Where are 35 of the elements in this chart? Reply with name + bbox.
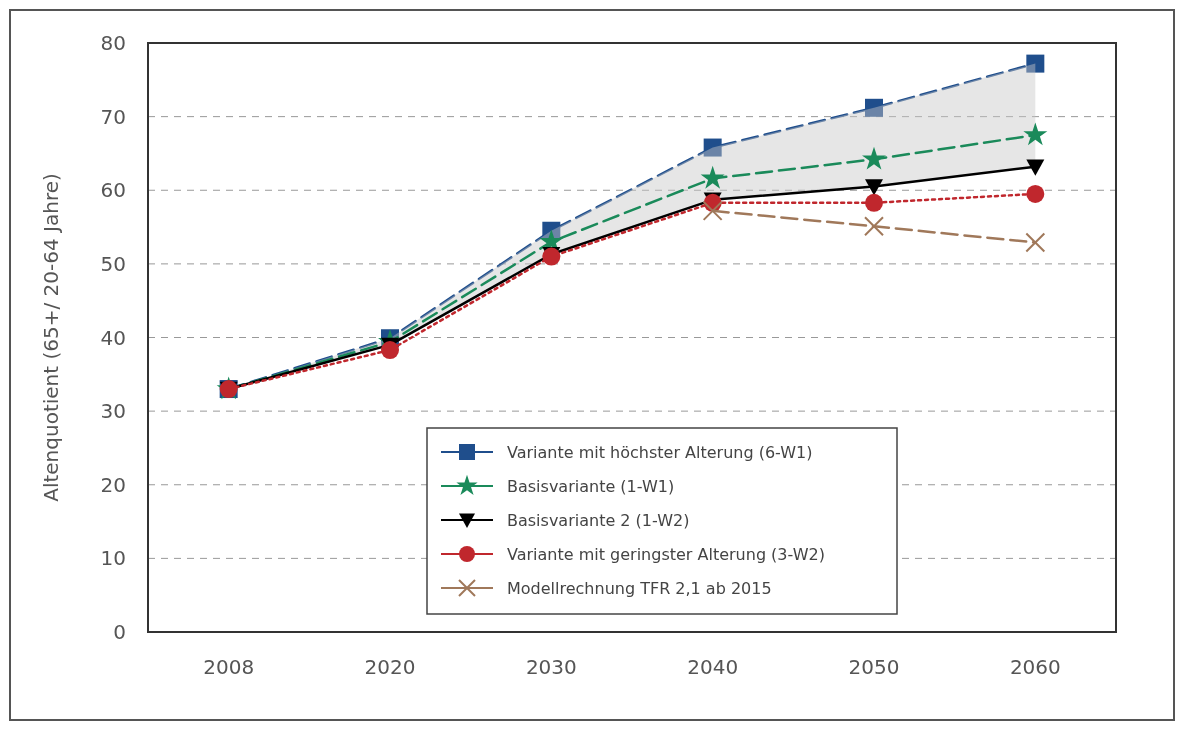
point [381, 341, 399, 359]
point [1026, 54, 1045, 73]
legend-label: Modellrechnung TFR 2,1 ab 2015 [507, 578, 772, 598]
y-axis-title: Altenquotient (65+/ 20-64 Jahre) [39, 173, 63, 502]
y-tick-label: 10 [100, 546, 126, 571]
point [864, 216, 884, 237]
point [703, 138, 722, 157]
legend-label: Variante mit höchster Alterung (6-W1) [507, 442, 813, 462]
point [862, 146, 886, 170]
y-tick-label: 80 [100, 31, 126, 55]
x-tick-label: 2030 [525, 655, 577, 679]
point [865, 179, 883, 196]
point [700, 165, 725, 189]
point [1025, 232, 1046, 253]
point [1026, 184, 1045, 203]
legend-label: Basisvariante (1-W1) [507, 476, 675, 496]
point [865, 193, 883, 212]
point [1026, 159, 1045, 176]
point [1023, 122, 1048, 146]
x-tick-label: 2008 [203, 655, 255, 679]
legend-label: Variante mit geringster Alterung (3-W2) [507, 544, 825, 564]
y-tick-label: 0 [113, 620, 126, 644]
y-tick-label: 60 [100, 178, 126, 203]
y-tick-label: 40 [100, 325, 126, 350]
legend-label: Basisvariante 2 (1-W2) [507, 510, 690, 530]
x-tick-label: 2020 [364, 655, 416, 679]
x-tick-label: 2050 [848, 655, 900, 679]
x-tick-label: 2060 [1009, 655, 1061, 679]
point [702, 200, 723, 221]
point [865, 98, 883, 117]
y-tick-label: 20 [100, 472, 126, 497]
x-tick-label: 2040 [687, 655, 739, 679]
y-tick-label: 50 [100, 251, 126, 276]
y-tick-label: 70 [100, 104, 126, 129]
y-tick-label: 30 [100, 399, 126, 424]
